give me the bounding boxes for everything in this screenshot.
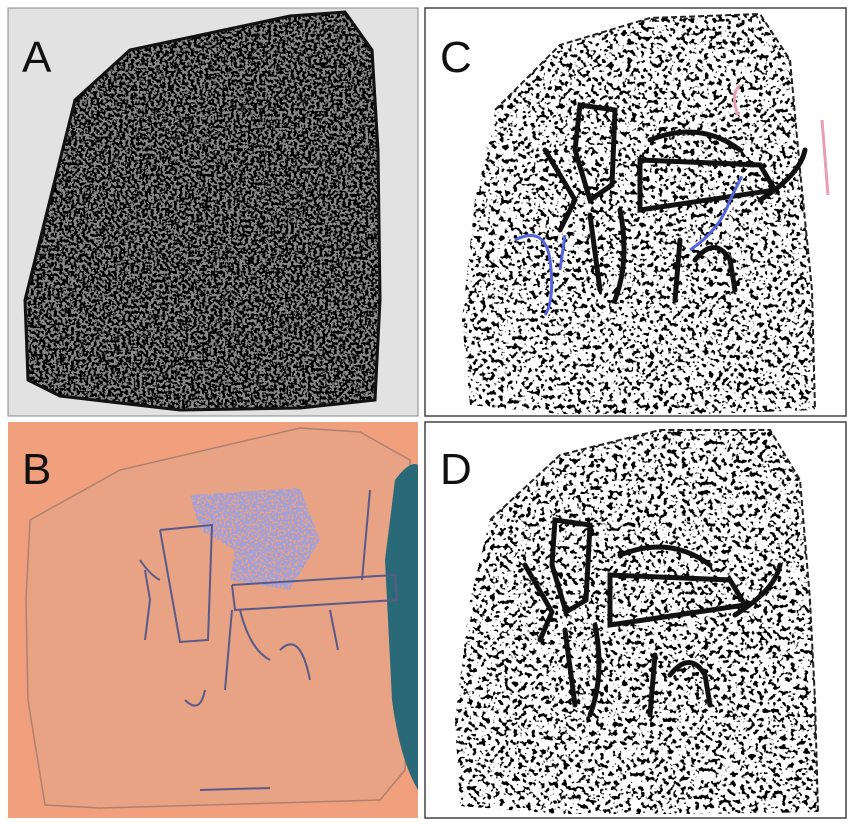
panel-label: A [22, 33, 52, 82]
panel-a: A [8, 8, 418, 416]
panel-label: C [440, 33, 472, 82]
panel-label: B [22, 445, 51, 494]
panel-label: D [440, 445, 472, 494]
figure: A B C [0, 0, 851, 824]
panel-b: B [8, 422, 418, 818]
panel-c: C [425, 8, 846, 416]
panel-d: D [425, 422, 846, 818]
